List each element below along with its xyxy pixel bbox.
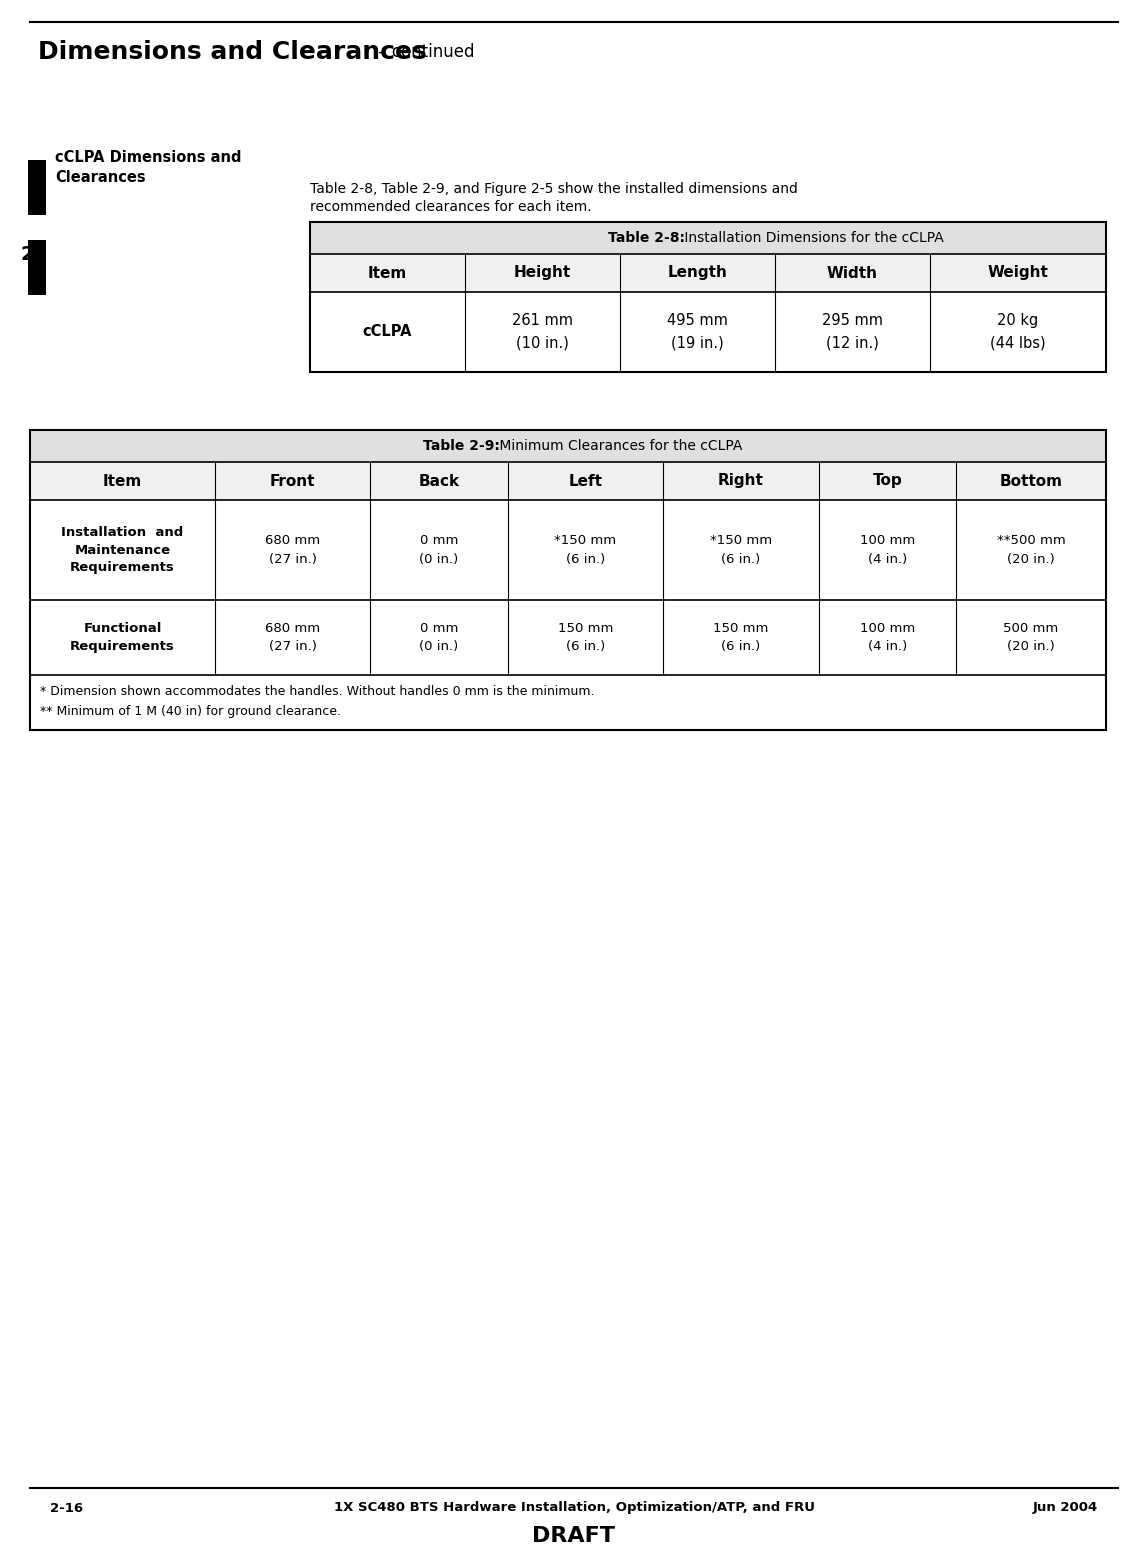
Text: *150 mm
(6 in.): *150 mm (6 in.)	[554, 534, 616, 565]
Text: Installation Dimensions for the cCLPA: Installation Dimensions for the cCLPA	[680, 232, 944, 244]
Bar	[310, 254, 1106, 291]
Text: Weight: Weight	[987, 266, 1048, 280]
Text: Dimensions and Clearances: Dimensions and Clearances	[38, 41, 427, 64]
Text: 261 mm
(10 in.): 261 mm (10 in.)	[512, 313, 573, 351]
Text: 1X SC480 BTS Hardware Installation, Optimization/ATP, and FRU: 1X SC480 BTS Hardware Installation, Opti…	[334, 1502, 814, 1514]
Text: Table 2-8:: Table 2-8:	[608, 232, 685, 244]
Text: cCLPA: cCLPA	[363, 324, 412, 340]
Text: Front: Front	[270, 473, 316, 489]
Text: Item: Item	[367, 266, 408, 280]
Text: 680 mm
(27 in.): 680 mm (27 in.)	[265, 534, 320, 565]
Text: ** Minimum of 1 M (40 in) for ground clearance.: ** Minimum of 1 M (40 in) for ground cle…	[40, 705, 341, 717]
Text: 0 mm
(0 in.): 0 mm (0 in.)	[419, 534, 458, 565]
Text: 0 mm
(0 in.): 0 mm (0 in.)	[419, 622, 458, 653]
Text: – continued: – continued	[373, 42, 474, 61]
Bar	[30, 431, 1106, 462]
Text: Jun 2004: Jun 2004	[1033, 1502, 1097, 1514]
Text: Functional
Requirements: Functional Requirements	[70, 622, 174, 653]
Text: recommended clearances for each item.: recommended clearances for each item.	[310, 200, 591, 215]
Bar	[28, 240, 46, 294]
Text: Height: Height	[514, 266, 571, 280]
Text: 2-16: 2-16	[51, 1502, 83, 1514]
Text: 295 mm
(12 in.): 295 mm (12 in.)	[822, 313, 883, 351]
Bar	[28, 160, 46, 215]
Text: cCLPA Dimensions and: cCLPA Dimensions and	[55, 150, 241, 164]
Text: Table 2-8, Table 2-9, and Figure 2-5 show the installed dimensions and: Table 2-8, Table 2-9, and Figure 2-5 sho…	[310, 182, 798, 196]
Text: 150 mm
(6 in.): 150 mm (6 in.)	[713, 622, 769, 653]
Text: Right: Right	[718, 473, 763, 489]
Bar	[30, 431, 1106, 730]
Bar	[310, 222, 1106, 373]
Text: 495 mm
(19 in.): 495 mm (19 in.)	[667, 313, 728, 351]
Text: *150 mm
(6 in.): *150 mm (6 in.)	[709, 534, 773, 565]
Text: * Dimension shown accommodates the handles. Without handles 0 mm is the minimum.: * Dimension shown accommodates the handl…	[40, 684, 595, 698]
Text: 100 mm
(4 in.): 100 mm (4 in.)	[860, 622, 915, 653]
Text: Table 2-9:: Table 2-9:	[422, 438, 499, 453]
Text: 2: 2	[20, 246, 33, 265]
Text: Length: Length	[668, 266, 728, 280]
Text: Width: Width	[827, 266, 878, 280]
Text: Item: Item	[103, 473, 142, 489]
Bar	[310, 222, 1106, 254]
Text: Back: Back	[418, 473, 459, 489]
Bar	[30, 462, 1106, 500]
Text: Installation  and
Maintenance
Requirements: Installation and Maintenance Requirement…	[61, 526, 184, 575]
Text: 100 mm
(4 in.): 100 mm (4 in.)	[860, 534, 915, 565]
Text: Minimum Clearances for the cCLPA: Minimum Clearances for the cCLPA	[495, 438, 743, 453]
Text: Bottom: Bottom	[1000, 473, 1063, 489]
Text: 20 kg
(44 lbs): 20 kg (44 lbs)	[991, 313, 1046, 351]
Text: 500 mm
(20 in.): 500 mm (20 in.)	[1003, 622, 1058, 653]
Text: Clearances: Clearances	[55, 171, 146, 185]
Text: Top: Top	[872, 473, 902, 489]
Text: 680 mm
(27 in.): 680 mm (27 in.)	[265, 622, 320, 653]
Text: 150 mm
(6 in.): 150 mm (6 in.)	[558, 622, 613, 653]
Text: Left: Left	[568, 473, 603, 489]
Text: **500 mm
(20 in.): **500 mm (20 in.)	[996, 534, 1065, 565]
Text: DRAFT: DRAFT	[533, 1525, 615, 1546]
